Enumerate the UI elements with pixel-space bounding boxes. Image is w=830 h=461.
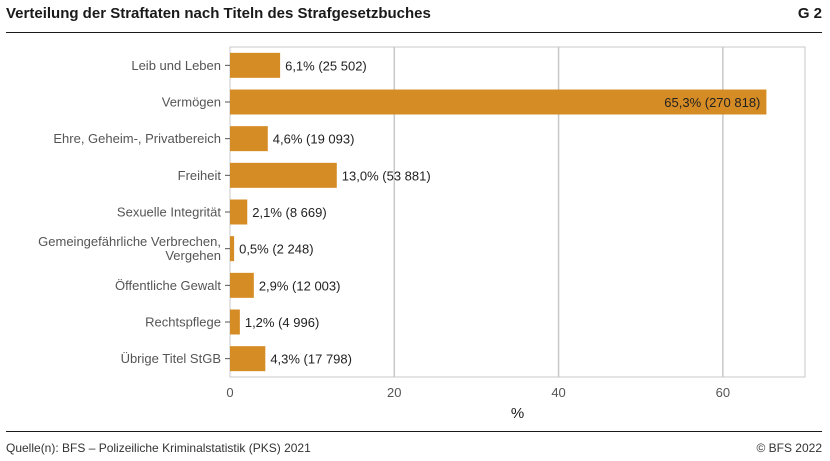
bar [230,162,337,188]
chart-title: Verteilung der Straftaten nach Titeln de… [6,5,431,22]
category-label: Übrige Titel StGB [121,351,221,366]
bar [230,236,235,262]
x-tick-label: 60 [716,385,730,400]
data-label: 1,2% (4 996) [245,315,319,330]
figure-id: G 2 [797,5,822,22]
data-label: 0,5% (2 248) [239,242,313,257]
category-label: Leib und Leben [131,58,221,73]
bar [230,346,266,372]
top-rule [6,32,822,33]
data-label: 4,3% (17 798) [270,352,352,367]
bottom-rule [6,431,822,432]
category-label: Gemeingefährliche Verbrechen, [38,234,221,249]
bar [230,126,268,152]
category-label: Freiheit [178,168,222,183]
x-tick-label: 20 [387,385,401,400]
x-tick-label: 40 [551,385,565,400]
x-axis-title: % [511,405,524,422]
bar [230,52,281,78]
copyright-note: © BFS 2022 [756,441,822,455]
category-label: Rechtspflege [145,315,221,330]
category-label: Öffentliche Gewalt [115,278,221,293]
category-label: Vermögen [162,95,221,110]
data-label: 13,0% (53 881) [342,168,431,183]
data-label: 6,1% (25 502) [285,58,367,73]
bar [230,272,254,298]
bar [230,309,240,335]
bar [230,89,767,115]
category-label: Ehre, Geheim-, Privatbereich [53,131,221,146]
source-note: Quelle(n): BFS – Polizeiliche Kriminalst… [6,441,311,455]
data-label: 2,1% (8 669) [252,205,326,220]
x-tick-label: 0 [226,385,233,400]
category-label: Vergehen [165,248,221,263]
data-label: 4,6% (19 093) [273,132,355,147]
data-label: 65,3% (270 818) [664,95,760,110]
data-label: 2,9% (12 003) [259,278,341,293]
bar [230,199,248,225]
category-label: Sexuelle Integrität [117,205,221,220]
